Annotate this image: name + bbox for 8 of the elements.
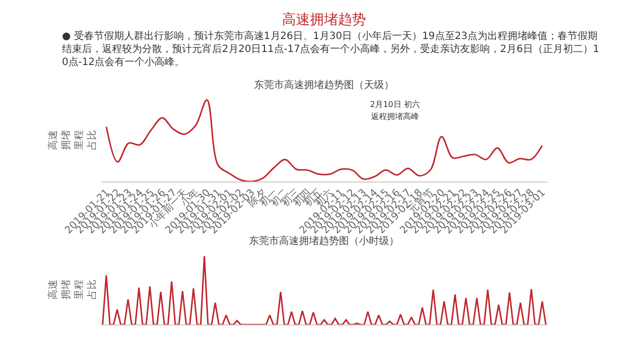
y-axis-title: 高速拥堵里程占比 — [46, 280, 98, 300]
annotation: 2月10日 初六 — [370, 100, 420, 109]
chart-title: 东莞市高速拥堵趋势图（小时级） — [249, 235, 399, 247]
annotation: 返程拥堵高峰 — [371, 112, 419, 121]
y-axis-title: 高速拥堵里程占比 — [46, 130, 98, 150]
chart-subtitle: 东莞市高速拥堵趋势图（天级） — [254, 79, 394, 91]
chart-title: 高速拥堵趋势 — [282, 12, 366, 28]
text: ● 受春节假期人群出行影响，预计东莞市高速1月26日、1月30日（小年后一天）19点至23点为出程拥堵峰值；春节假期结束后，返程较为分散，预计元宵后2月20日11点-17点会有一个小高峰，另外，受走亲访友影响，2月6日（正月初二）10点-12点会有一个小高峰。 — [62, 30, 600, 68]
